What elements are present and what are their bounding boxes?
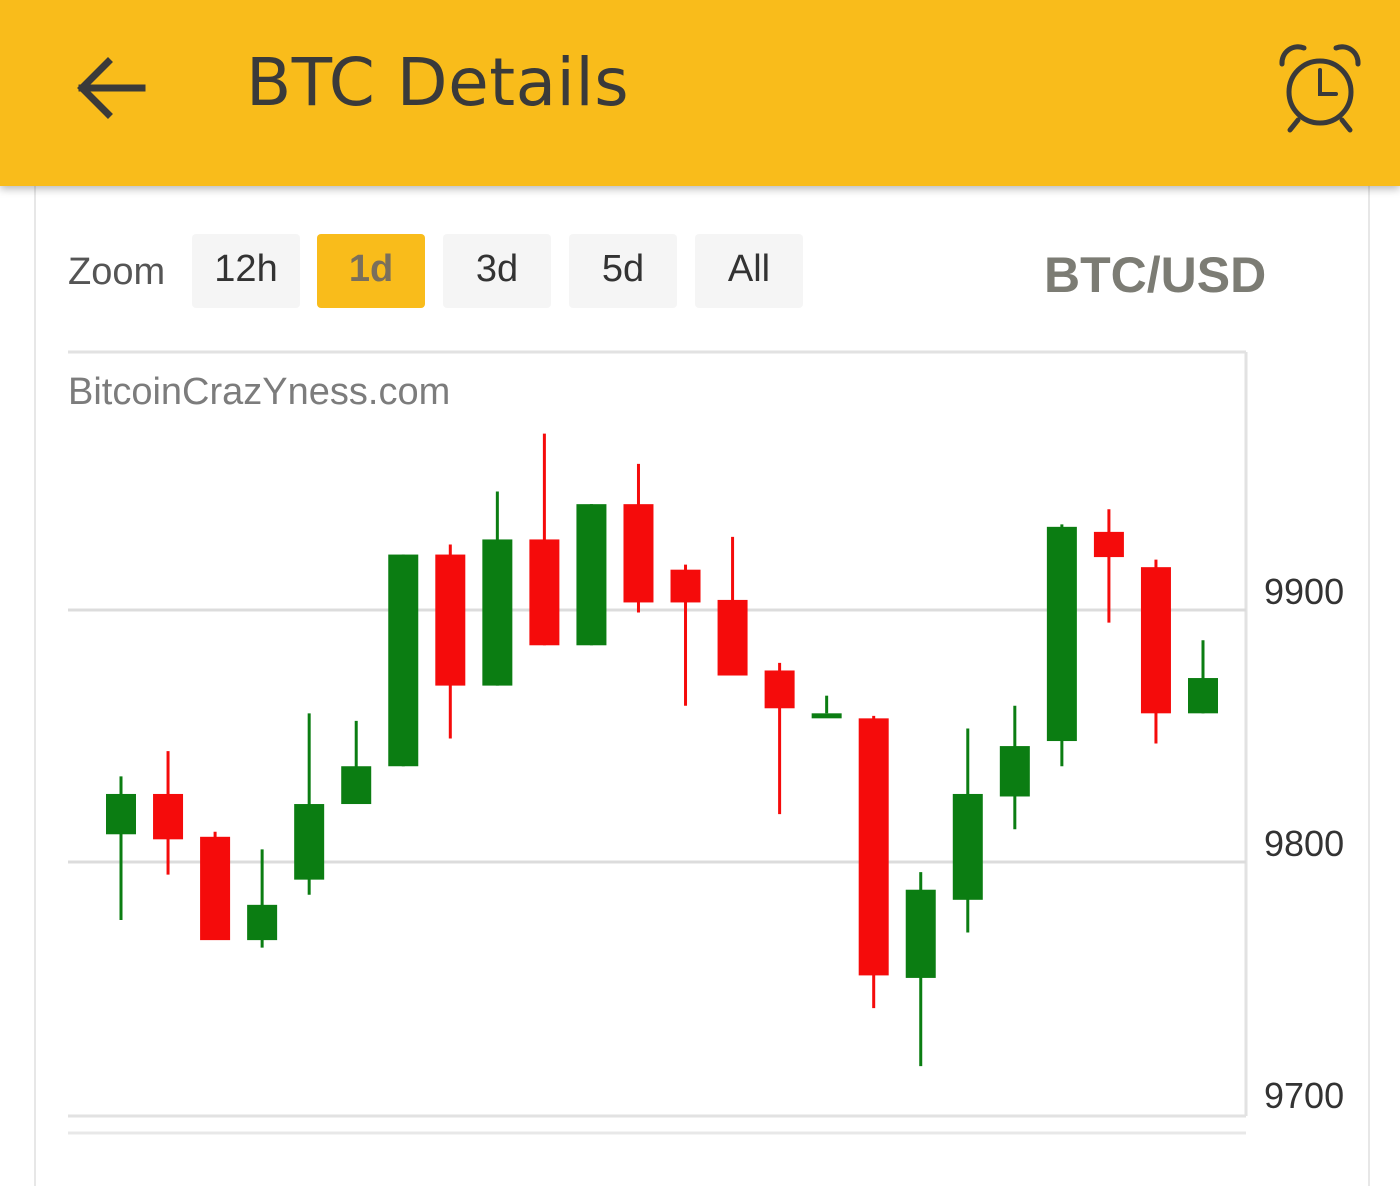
zoom-option-3d[interactable]: 3d xyxy=(443,234,551,308)
zoom-option-5d[interactable]: 5d xyxy=(569,234,677,308)
zoom-label: Zoom xyxy=(68,251,166,293)
zoom-option-all[interactable]: All xyxy=(695,234,803,308)
currency-pair-label: BTC/USD xyxy=(1044,247,1267,303)
zoom-option-1d[interactable]: 1d xyxy=(317,234,425,308)
back-arrow-icon[interactable] xyxy=(66,44,154,132)
page-title: BTC Details xyxy=(246,44,630,121)
alarm-clock-icon[interactable] xyxy=(1272,40,1368,136)
app-bar: BTC Details xyxy=(0,0,1400,186)
zoom-option-12h[interactable]: 12h xyxy=(192,234,300,308)
chart-card xyxy=(34,186,1370,1186)
